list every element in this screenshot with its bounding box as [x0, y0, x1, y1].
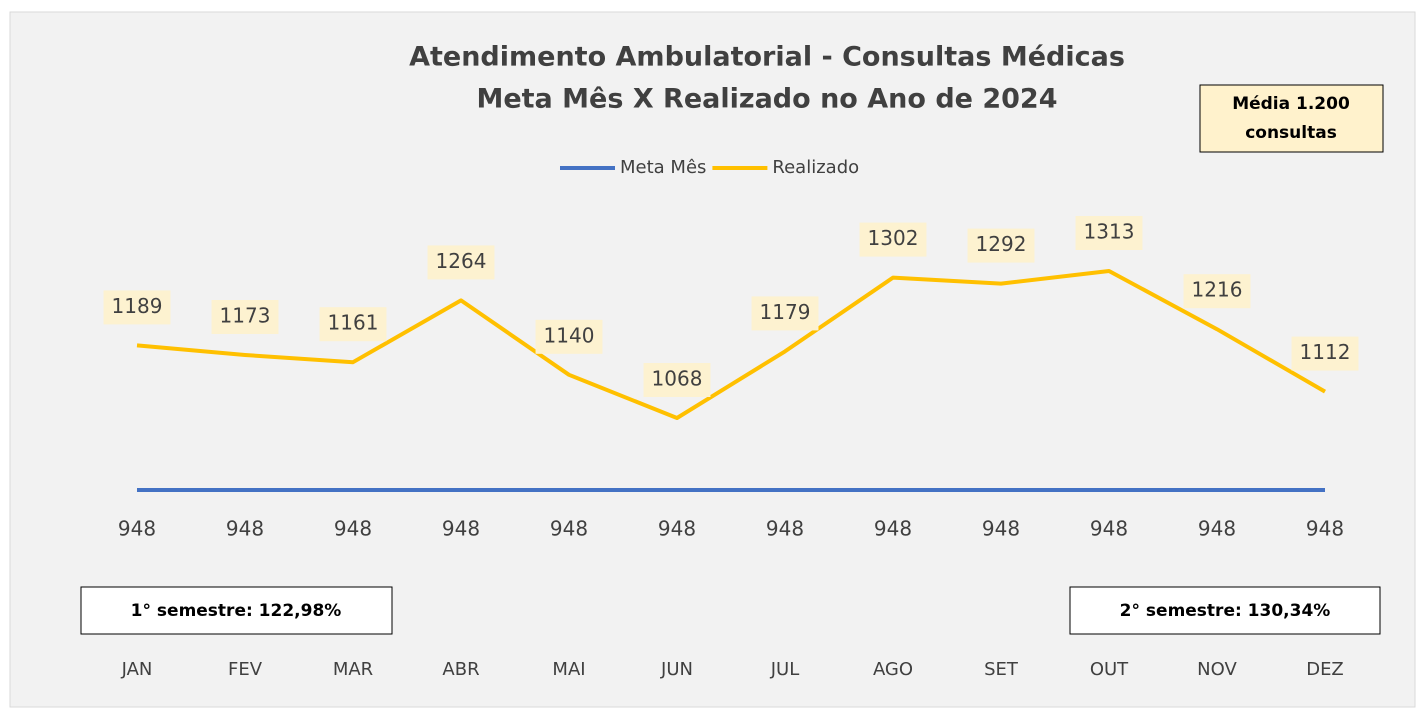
- data-label-bg: [1183, 274, 1251, 309]
- data-label: 1216: [1192, 278, 1243, 302]
- data-label-bg: [535, 319, 603, 354]
- data-label-bg: [211, 300, 279, 334]
- legend-label: Realizado: [772, 157, 859, 178]
- media-annotation: consultas: [1245, 123, 1337, 143]
- x-tick-label: OUT: [1090, 659, 1129, 680]
- data-label-bg: [859, 222, 927, 257]
- data-label: 948: [1306, 517, 1344, 541]
- data-label: 1189: [112, 294, 163, 318]
- semestre-annotation: 2° semestre: 130,34%: [1120, 601, 1331, 621]
- data-label-bg: [319, 307, 387, 342]
- semestre-box: [1069, 586, 1381, 635]
- data-label: 948: [334, 517, 372, 541]
- series-line: [136, 269, 1327, 420]
- data-label: 948: [442, 517, 480, 541]
- x-tick-label: JAN: [121, 659, 153, 680]
- data-label: 948: [1090, 517, 1128, 541]
- semestre-box: [80, 586, 393, 635]
- data-label: 1302: [868, 226, 919, 250]
- x-tick-label: NOV: [1197, 659, 1237, 680]
- chart-title: Atendimento Ambulatorial - Consultas Méd…: [409, 42, 1125, 73]
- x-tick-label: MAR: [333, 659, 373, 680]
- x-tick-label: MAI: [552, 659, 585, 680]
- data-label: 948: [982, 517, 1020, 541]
- data-label: 1313: [1084, 220, 1135, 244]
- data-label: 948: [658, 517, 696, 541]
- semestre-annotation: 1° semestre: 122,98%: [131, 601, 342, 621]
- data-label: 948: [226, 517, 264, 541]
- legend-label: Meta Mês: [620, 157, 706, 178]
- data-label: 948: [766, 517, 804, 541]
- media-annotation: Média 1.200: [1232, 94, 1350, 114]
- data-label: 948: [550, 517, 588, 541]
- data-label-bg: [1075, 216, 1143, 250]
- data-label-bg: [103, 290, 171, 325]
- data-label-bg: [643, 363, 711, 397]
- x-tick-label: FEV: [228, 659, 263, 680]
- data-label-bg: [427, 245, 495, 280]
- x-tick-label: JUN: [660, 659, 693, 680]
- x-tick-label: SET: [984, 659, 1019, 680]
- x-tick-label: AGO: [873, 659, 913, 680]
- media-box: [1199, 84, 1384, 153]
- data-label: 948: [118, 517, 156, 541]
- x-tick-label: JUL: [770, 659, 800, 680]
- data-label: 1173: [220, 304, 271, 328]
- data-label: 1292: [976, 232, 1027, 256]
- data-label: 1112: [1300, 340, 1351, 364]
- x-tick-label: ABR: [442, 659, 479, 680]
- x-tick-label: DEZ: [1306, 659, 1344, 680]
- data-label: 948: [1198, 517, 1236, 541]
- chart-subtitle: Meta Mês X Realizado no Ano de 2024: [476, 84, 1057, 115]
- data-label: 948: [874, 517, 912, 541]
- data-label: 1264: [436, 249, 487, 273]
- data-label-bg: [1291, 336, 1359, 371]
- data-label-bg: [967, 228, 1035, 263]
- data-label: 1179: [760, 300, 811, 324]
- data-label-bg: [751, 296, 819, 331]
- data-label: 1161: [328, 311, 379, 335]
- data-label: 1140: [544, 323, 595, 347]
- data-label: 1068: [652, 367, 703, 391]
